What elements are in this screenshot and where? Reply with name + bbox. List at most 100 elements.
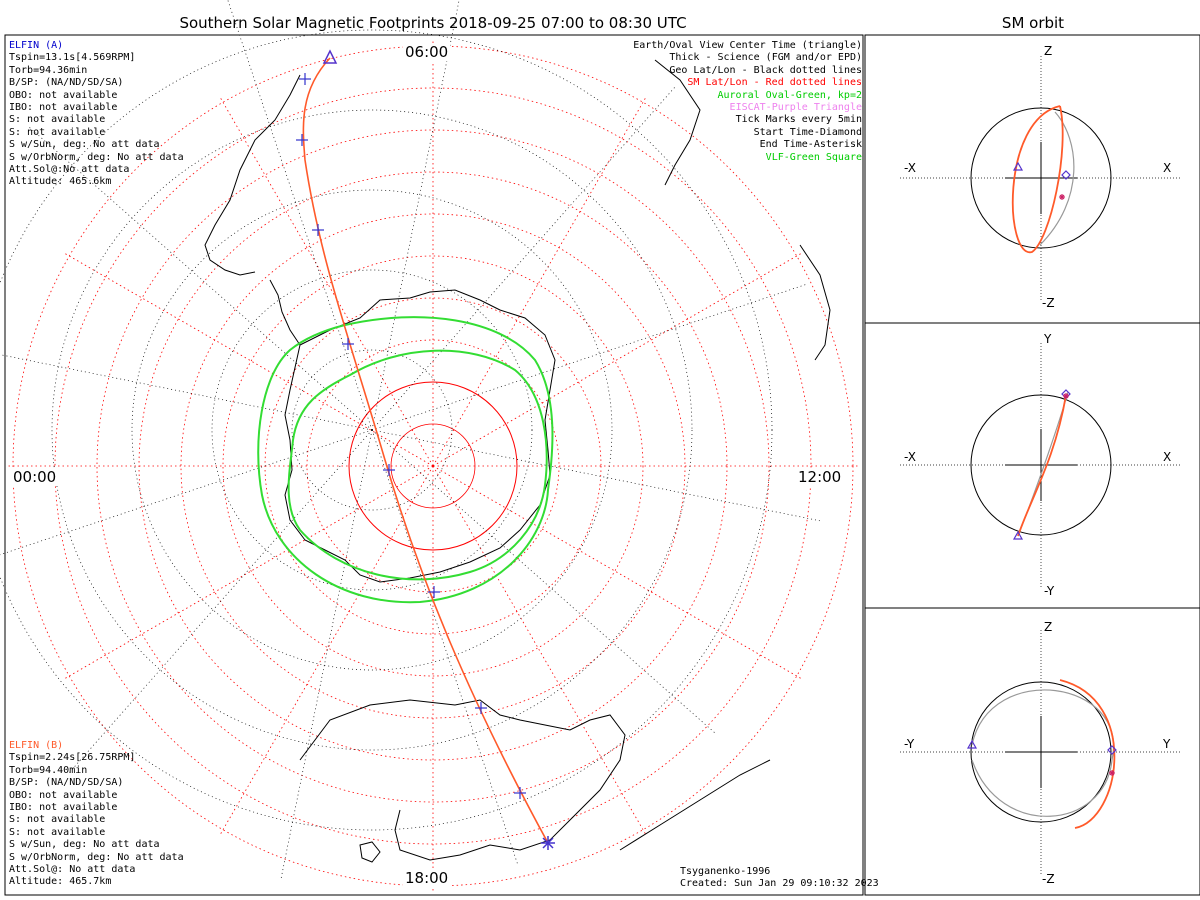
orbit-diamond-icon xyxy=(1061,170,1071,180)
geo-lat-circle xyxy=(131,189,613,671)
orbit-diamond-icon xyxy=(1107,745,1117,755)
orbit-end-asterisk-icon xyxy=(1063,393,1069,399)
sm-meridian xyxy=(432,253,802,467)
geo-meridian xyxy=(371,0,460,431)
auroral-ovals xyxy=(257,316,554,604)
elfin-b-info-line: Att.Sol@: No att data xyxy=(9,864,136,876)
legend: Earth/Oval View Center Time (triangle) Th… xyxy=(633,40,862,164)
elfin-b-lines: Tspin=2.24s[26.75RPM] Torb=94.40min B/SP: … xyxy=(9,752,184,888)
sm-lat-circle xyxy=(348,381,518,551)
orbit-frame xyxy=(864,34,1200,896)
orbit-end-asterisk-icon xyxy=(1109,770,1115,776)
xz-axis-right: X xyxy=(1163,161,1172,175)
elfin-a-name: ELFIN (A) xyxy=(9,40,64,51)
geo-lat-circle xyxy=(211,269,533,591)
auroral-oval-outer xyxy=(257,316,554,604)
clock-label-bottom: 18:00 xyxy=(403,869,451,887)
antarctica-coast xyxy=(284,289,556,583)
elfin-b-name: ELFIN (B) xyxy=(9,740,64,751)
elfin-a-info-line: Tspin=13.1s[4.569RPM] xyxy=(9,52,136,64)
elfin-b-info: ELFIN (B) Tspin=2.24s[26.75RPM] Torb=94.4… xyxy=(9,740,184,889)
xz-axis-left: -X xyxy=(904,161,916,175)
end-asterisk-icon xyxy=(542,837,554,849)
elfin-a-info-line: Torb=94.36min xyxy=(9,64,88,76)
xy-axis-left: -X xyxy=(904,450,916,464)
sm-meridian xyxy=(64,253,434,467)
sm-meridian xyxy=(432,97,646,467)
legend-entry: Auroral Oval-Green, kp=2 xyxy=(717,89,863,101)
legend-entry: EISCAT-Purple Triangle xyxy=(729,102,862,114)
south-america-coast xyxy=(204,74,301,276)
elfin-b-info-line: S w/Sun, deg: No att data xyxy=(9,839,160,851)
credit-model: Tsyganenko-1996 xyxy=(680,866,771,877)
orbit-start-triangle-icon xyxy=(966,739,978,749)
africa-coast xyxy=(654,59,701,186)
yz-axis-right: Y xyxy=(1163,737,1171,751)
elfin-b-info-line: B/SP: (NA/ND/SD/SA) xyxy=(9,777,124,789)
australia-coast xyxy=(299,699,626,861)
xy-axis-bottom: -Y xyxy=(1044,584,1055,598)
yz-axis-bottom: -Z xyxy=(1042,872,1055,886)
elfin-b-info-line: S: not available xyxy=(9,826,106,838)
geo-meridian xyxy=(371,429,717,735)
sm-orbit-plots xyxy=(900,56,1182,874)
orbit-start-triangle-icon xyxy=(1012,161,1024,171)
elfin-a-info-line: S w/OrbNorm, deg: No att data xyxy=(9,151,184,163)
geo-meridian xyxy=(371,429,823,522)
sm-meridian xyxy=(432,465,646,835)
elfin-a-info-line: OBO: not available xyxy=(9,89,118,101)
yz-axis-left: -Y xyxy=(904,737,915,751)
elfin-a-info-line: B/SP: (NA/ND/SD/SA) xyxy=(9,77,124,89)
credits: Tsyganenko-1996 Created: Sun Jan 29 09:1… xyxy=(680,866,879,891)
peninsula-coast xyxy=(269,279,301,346)
geo-meridian xyxy=(371,85,677,431)
clock-label-top: 06:00 xyxy=(403,43,451,61)
elfin-a-info-line: S: not available xyxy=(9,114,106,126)
sm-lat-circle xyxy=(96,129,770,803)
auroral-oval-inner xyxy=(287,349,548,581)
geo-meridian xyxy=(371,283,809,431)
elfin-a-info-line: S: not available xyxy=(9,126,106,138)
legend-entry: Geo Lat/Lon - Black dotted lines xyxy=(669,64,862,76)
xy-axis-right: X xyxy=(1163,450,1172,464)
legend-entry: Earth/Oval View Center Time (triangle) xyxy=(633,40,862,51)
credit-created: Created: Sun Jan 29 09:10:32 2023 xyxy=(680,878,879,890)
sm-lat-circle xyxy=(222,255,644,677)
xz-axis-top: Z xyxy=(1044,44,1053,58)
sm-meridian xyxy=(64,465,434,679)
elfin-b-info-line: S w/OrbNorm, deg: No att data xyxy=(9,851,184,863)
legend-entry: VLF-Green Square xyxy=(765,151,862,163)
geo-meridian xyxy=(27,125,373,431)
elfin-a-info-line: IBO: not available xyxy=(9,102,118,114)
clock-label-right: 12:00 xyxy=(796,468,844,486)
xz-axis-bottom: -Z xyxy=(1042,296,1055,310)
tasmania-coast xyxy=(359,841,381,863)
footprint-track xyxy=(296,49,555,850)
legend-entry: Thick - Science (FGM and/or EPD) xyxy=(669,52,862,64)
map-grid xyxy=(0,0,858,891)
elfin-b-info-line: Altitude: 465.7km xyxy=(9,876,112,888)
geo-meridian xyxy=(0,429,373,556)
yz-axis-top: Z xyxy=(1044,620,1053,634)
sm-meridian xyxy=(220,97,434,467)
legend-entry: SM Lat/Lon - Red dotted lines xyxy=(687,77,862,89)
elfin-a-info-line: S w/Sun, deg: No att data xyxy=(9,139,160,151)
legend-entry: End Time-Asterisk xyxy=(759,139,862,151)
sm-meridian xyxy=(220,465,434,835)
geo-lat-circle xyxy=(0,29,773,831)
map-frame xyxy=(4,34,864,896)
sm-meridian xyxy=(432,465,802,679)
new-zealand-coast xyxy=(619,759,771,851)
orbit-panel-xy xyxy=(900,343,1182,587)
clock-label-left: 00:00 xyxy=(11,468,59,486)
orbit-start-triangle-icon xyxy=(1012,530,1024,540)
orbit-path-gray xyxy=(971,689,1115,817)
orbit-panel-xz xyxy=(900,56,1182,300)
legend-entry: Tick Marks every 5min xyxy=(735,114,862,126)
geo-meridian xyxy=(371,429,519,867)
elfin-a-info-line: Altitude: 465.6km xyxy=(9,176,112,188)
geo-meridian xyxy=(67,429,373,775)
geo-lat-circle xyxy=(291,349,453,511)
elfin-b-info-line: IBO: not available xyxy=(9,802,118,814)
